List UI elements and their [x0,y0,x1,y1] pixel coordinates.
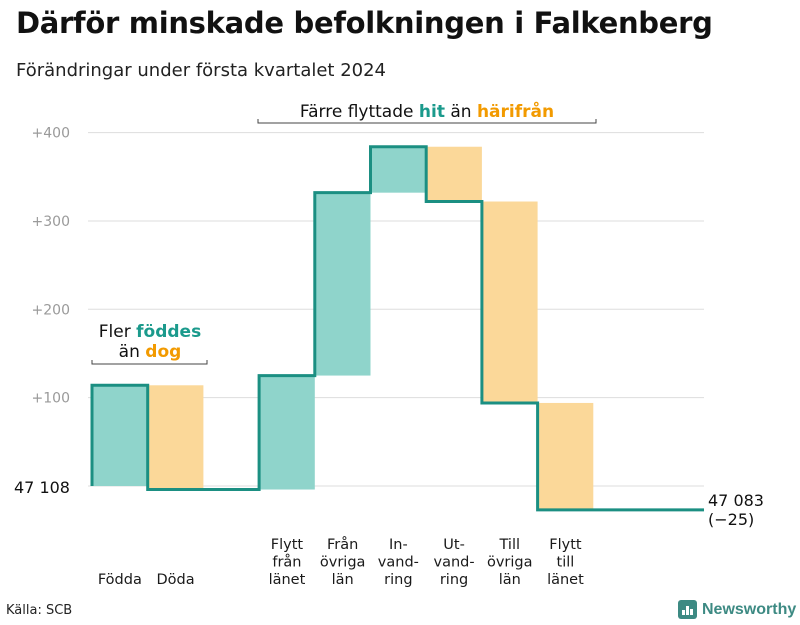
bracket-line [91,360,208,365]
annotation-highlight: härifrån [477,100,554,122]
bar-decrease [481,201,538,403]
annotation-bracket-left [91,360,208,365]
source-note: Källa: SCB [6,603,73,618]
bar-decrease [537,402,594,510]
x-axis-label: ring [384,572,412,588]
end-value-label: 47 083 [708,491,764,510]
y-tick-label: +400 [32,126,70,142]
bar-decrease [426,146,482,202]
x-axis-label: län [332,572,354,588]
x-axis-label: Till [499,537,521,553]
bar-increase [370,146,427,193]
x-axis-label: In- [389,537,408,553]
bar-increase [92,385,148,486]
x-axis-label: Ut- [443,537,465,553]
x-axis-label: Döda [156,572,194,588]
chart-subtitle: Förändringar under första kvartalet 2024 [16,60,387,81]
annotation-highlight: hit [419,102,445,122]
annotation-text: Fler [99,322,136,342]
annotation-text: än [445,102,477,122]
bar-increase [259,375,315,490]
x-axis-label: län [499,572,521,588]
x-axis-labels: Födda DödaFlyttfrånlänetFrånövrigalänIn-v… [98,536,584,588]
x-axis-label: övriga [487,555,533,571]
end-change-label: (−25) [708,510,754,529]
bars [92,146,594,510]
annotation-left-line1: Fler föddes [99,322,201,342]
bar-decrease [147,385,204,490]
x-axis-label: länet [269,572,306,588]
annotation-text: än [119,342,146,362]
bar-chart-icon [678,600,697,619]
x-axis-label: Födda [98,572,142,588]
x-axis-label: vand- [434,555,475,571]
bracket-line [257,119,597,124]
annotation-left-line2: än dog [119,342,182,362]
x-axis-label: ring [440,572,468,588]
chart-title: Därför minskade befolkningen i Falkenber… [16,6,713,40]
x-axis-label: länet [547,572,584,588]
brand-logo: Newsworthy [678,600,796,619]
x-axis-label: Flytt [549,537,582,553]
cumulative-line [90,145,704,512]
annotation-highlight: dog [145,342,181,362]
start-value-label: 47 108 [14,478,70,497]
x-axis-label: Från [327,536,358,553]
brand-name: Newsworthy [702,600,797,618]
x-axis-label: från [272,554,301,571]
annotation-right: Färre flyttade hit än härifrån [300,100,554,122]
annotation-bracket-right [257,119,597,124]
bar-increase [314,192,371,376]
annotation-text: Färre flyttade [300,102,419,122]
y-tick-label: +100 [32,391,70,407]
x-axis-label: Flytt [271,537,304,553]
annotation-highlight: föddes [136,322,201,342]
x-axis-label: övriga [320,555,366,571]
y-tick-label: +200 [32,302,70,318]
x-axis-label: vand- [378,555,419,571]
y-tick-label: +300 [32,214,70,230]
x-axis-label: till [557,555,575,571]
